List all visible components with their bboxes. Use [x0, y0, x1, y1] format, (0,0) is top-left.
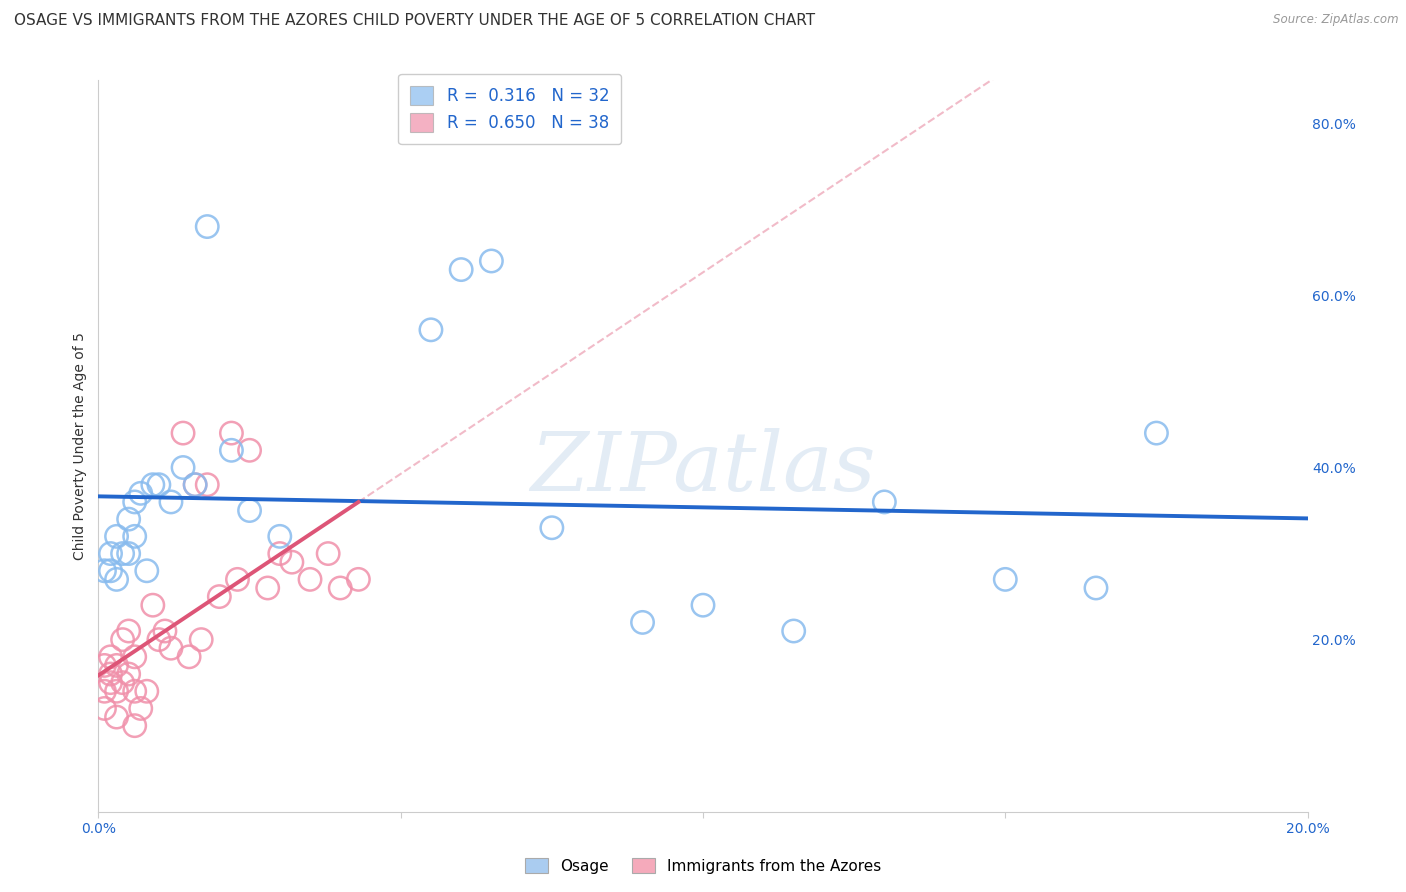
- Point: [195, 477, 218, 491]
- Point: [239, 503, 262, 517]
- Point: [124, 529, 146, 543]
- Point: [148, 632, 170, 647]
- Point: [172, 460, 194, 475]
- Point: [105, 529, 128, 543]
- Point: [481, 254, 503, 268]
- Point: [111, 675, 134, 690]
- Point: [129, 486, 152, 500]
- Point: [129, 701, 152, 715]
- Point: [316, 547, 339, 561]
- Point: [118, 624, 141, 638]
- Point: [100, 675, 122, 690]
- Point: [692, 598, 714, 612]
- Point: [93, 564, 115, 578]
- Point: [179, 649, 201, 664]
- Point: [420, 323, 443, 337]
- Point: [226, 573, 249, 587]
- Point: [93, 684, 115, 698]
- Point: [148, 477, 170, 491]
- Point: [124, 719, 146, 733]
- Point: [111, 632, 134, 647]
- Point: [994, 573, 1017, 587]
- Point: [153, 624, 176, 638]
- Point: [118, 512, 141, 526]
- Text: Source: ZipAtlas.com: Source: ZipAtlas.com: [1274, 13, 1399, 27]
- Point: [190, 632, 212, 647]
- Point: [105, 710, 128, 724]
- Point: [93, 701, 115, 715]
- Point: [208, 590, 231, 604]
- Legend: R =  0.316   N = 32, R =  0.650   N = 38: R = 0.316 N = 32, R = 0.650 N = 38: [398, 74, 621, 145]
- Point: [347, 573, 370, 587]
- Point: [100, 547, 122, 561]
- Point: [631, 615, 654, 630]
- Point: [239, 443, 262, 458]
- Point: [256, 581, 278, 595]
- Y-axis label: Child Poverty Under the Age of 5: Child Poverty Under the Age of 5: [73, 332, 87, 560]
- Point: [142, 477, 165, 491]
- Point: [100, 667, 122, 681]
- Point: [124, 495, 146, 509]
- Point: [269, 547, 291, 561]
- Point: [184, 477, 207, 491]
- Point: [1144, 426, 1167, 441]
- Point: [160, 641, 183, 656]
- Point: [450, 262, 472, 277]
- Point: [135, 684, 157, 698]
- Legend: Osage, Immigrants from the Azores: Osage, Immigrants from the Azores: [519, 852, 887, 880]
- Point: [105, 573, 128, 587]
- Point: [329, 581, 352, 595]
- Point: [221, 426, 243, 441]
- Point: [124, 649, 146, 664]
- Point: [873, 495, 896, 509]
- Text: OSAGE VS IMMIGRANTS FROM THE AZORES CHILD POVERTY UNDER THE AGE OF 5 CORRELATION: OSAGE VS IMMIGRANTS FROM THE AZORES CHIL…: [14, 13, 815, 29]
- Point: [195, 219, 218, 234]
- Point: [118, 547, 141, 561]
- Point: [105, 658, 128, 673]
- Point: [299, 573, 322, 587]
- Point: [111, 547, 134, 561]
- Text: ZIPatlas: ZIPatlas: [530, 428, 876, 508]
- Point: [93, 658, 115, 673]
- Point: [783, 624, 806, 638]
- Point: [221, 443, 243, 458]
- Point: [142, 598, 165, 612]
- Point: [540, 521, 562, 535]
- Point: [172, 426, 194, 441]
- Point: [281, 555, 304, 569]
- Point: [124, 684, 146, 698]
- Point: [100, 564, 122, 578]
- Point: [1085, 581, 1108, 595]
- Point: [100, 649, 122, 664]
- Point: [269, 529, 291, 543]
- Point: [105, 684, 128, 698]
- Point: [160, 495, 183, 509]
- Point: [118, 667, 141, 681]
- Point: [184, 477, 207, 491]
- Point: [135, 564, 157, 578]
